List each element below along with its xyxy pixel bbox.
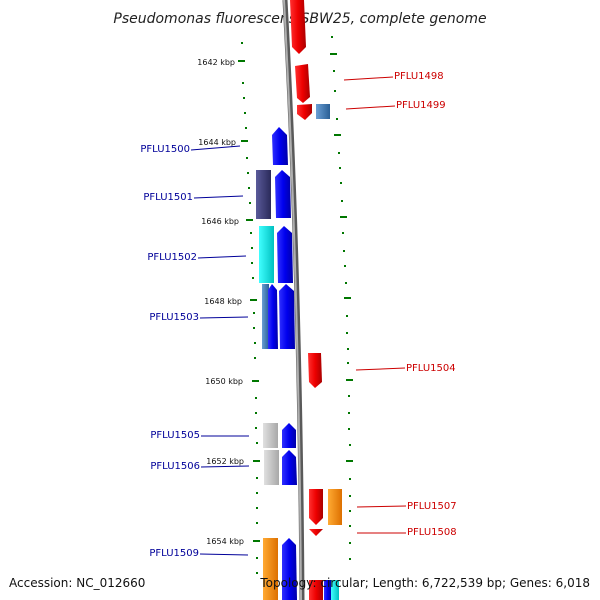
tick-label: 1650 kbp xyxy=(205,377,243,386)
cog-block xyxy=(263,423,278,448)
gene-arrow xyxy=(272,127,288,165)
cog-block xyxy=(328,489,342,525)
cog-block xyxy=(264,450,279,485)
gene-label: PFLU1503 xyxy=(149,312,199,323)
gene-label: PFLU1499 xyxy=(396,100,446,111)
left-gene-labels: PFLU1500 PFLU1501 PFLU1502 PFLU1503 PFLU… xyxy=(140,144,250,559)
gene-arrow xyxy=(282,450,297,485)
gene-arrow xyxy=(308,353,322,388)
gene-arrow xyxy=(309,489,323,525)
genome-backbone-highlight xyxy=(283,0,302,600)
ring-guides xyxy=(241,36,351,574)
gene-arrow xyxy=(282,538,297,600)
gene-label: PFLU1504 xyxy=(406,363,456,374)
cog-block xyxy=(259,226,274,283)
gene-arrow xyxy=(290,0,306,54)
gene-label: PFLU1507 xyxy=(407,501,457,512)
gene-arrow xyxy=(282,423,296,448)
tick-1652 xyxy=(253,460,260,462)
gene-label: PFLU1505 xyxy=(150,430,200,441)
cog-block xyxy=(324,580,331,600)
accession-text: Accession: NC_012660 xyxy=(9,576,145,590)
reverse-genes xyxy=(256,127,297,600)
cog-block xyxy=(331,580,339,600)
gene-arrow xyxy=(268,284,278,349)
tick-1648 xyxy=(250,299,257,301)
tick-label: 1654 kbp xyxy=(206,537,244,546)
tick-1646 xyxy=(246,219,253,221)
tick-label: 1642 kbp xyxy=(197,58,235,67)
gene-arrow xyxy=(275,170,291,218)
tick-label: 1644 kbp xyxy=(198,138,236,147)
gene-arrow xyxy=(309,529,323,536)
gene-arrow xyxy=(295,64,310,103)
tick-labels: 1642 kbp 1644 kbp 1646 kbp 1648 kbp 1650… xyxy=(197,58,244,546)
gene-arrow xyxy=(279,284,295,349)
tick-label: 1652 kbp xyxy=(206,457,244,466)
tick-marks xyxy=(238,53,353,542)
topology-text: Topology: circular; Length: 6,722,539 bp… xyxy=(259,576,590,590)
gene-label: PFLU1498 xyxy=(394,71,444,82)
tick-1650 xyxy=(252,380,259,382)
cog-block xyxy=(263,538,278,600)
tick-1644 xyxy=(241,140,248,142)
gene-label: PFLU1500 xyxy=(140,144,190,155)
tick-1642 xyxy=(238,60,245,62)
gene-arrow xyxy=(277,226,293,283)
gene-label: PFLU1509 xyxy=(149,548,199,559)
gene-arrow xyxy=(309,580,323,600)
cog-block xyxy=(262,284,269,349)
right-gene-labels: PFLU1498 PFLU1499 PFLU1504 PFLU1507 PFLU… xyxy=(343,71,457,538)
gene-label: PFLU1501 xyxy=(143,192,193,203)
gene-label: PFLU1502 xyxy=(147,252,197,263)
tick-1654 xyxy=(253,540,260,542)
gene-label: PFLU1506 xyxy=(150,461,200,472)
tick-label: 1648 kbp xyxy=(204,297,242,306)
tick-label: 1646 kbp xyxy=(201,217,239,226)
cog-block xyxy=(316,104,330,119)
cog-block xyxy=(256,170,271,219)
gene-label: PFLU1508 xyxy=(407,527,457,538)
gene-arrow xyxy=(297,104,312,120)
forward-genes xyxy=(290,0,342,600)
